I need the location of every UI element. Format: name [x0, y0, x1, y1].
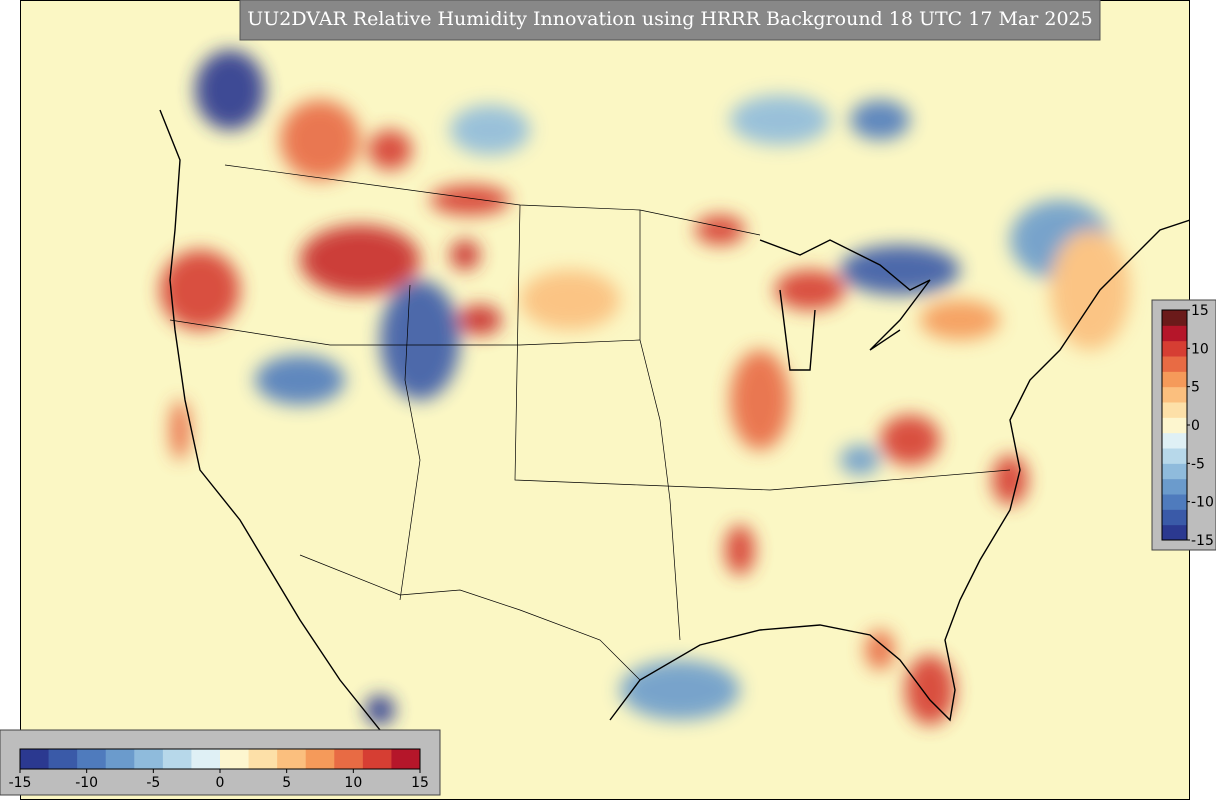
colorbar-swatch [1162, 494, 1187, 510]
colorbar-swatch [1162, 509, 1187, 526]
colorbar-swatch [1162, 478, 1187, 495]
colorbar-vertical: 15 10 5 0 -5 -10 -15 [1151, 299, 1216, 551]
colorbar-tick-label: 10 [1191, 341, 1209, 357]
colorbar-tick-label: 0 [216, 775, 225, 791]
colorbar-swatch [77, 749, 107, 769]
colorbar-swatch [105, 749, 135, 769]
colorbar-swatch [1162, 340, 1187, 357]
colorbar-swatch [248, 749, 278, 769]
colorbar-tick-label: -10 [75, 775, 98, 791]
colorbar-swatch [362, 749, 392, 769]
colorbar-tick-label: 10 [344, 775, 362, 791]
colorbar-swatch [134, 749, 164, 769]
map [20, 0, 1190, 800]
colorbar-tick-label: 5 [282, 775, 291, 791]
colorbar-swatch [1162, 524, 1187, 541]
colorbar-swatch [1162, 417, 1187, 434]
coastlines [159, 109, 1190, 761]
colorbar-swatch [1162, 448, 1187, 464]
title-box [239, 0, 1101, 41]
colorbar-swatch [1162, 325, 1187, 342]
colorbar-tick-label: 5 [1191, 380, 1200, 396]
colorbar-swatch [391, 749, 421, 769]
innovation-field [160, 50, 1130, 725]
colorbar-tick-label: -10 [1191, 495, 1214, 511]
colorbar-swatch [20, 749, 50, 769]
colorbar-swatch [1162, 371, 1187, 388]
colorbar-tick-label: 0 [1191, 418, 1200, 434]
colorbar-swatch [48, 749, 78, 769]
colorbar-tick-label: -5 [146, 775, 160, 791]
colorbar-swatch [305, 749, 335, 769]
colorbar-swatch [277, 749, 307, 769]
map-title: UU2DVAR Relative Humidity Innovation usi… [247, 8, 1092, 30]
colorbar-tick-label: 15 [1191, 303, 1209, 319]
colorbar-swatch [1162, 386, 1187, 403]
colorbar-swatch [191, 749, 221, 769]
colorbar-tick-label: -15 [9, 775, 32, 791]
colorbar-swatch [334, 749, 364, 769]
colorbar-horizontal: -15 -10 -5 0 5 10 15 [0, 729, 441, 796]
colorbar-swatch [162, 749, 192, 769]
map-background [20, 0, 1190, 800]
colorbar-tick-label: -15 [1191, 533, 1214, 549]
colorbar-tick-label: 15 [411, 775, 429, 791]
colorbar-swatch [1162, 310, 1187, 326]
colorbar-swatch [1162, 432, 1187, 449]
colorbar-swatch [1162, 402, 1187, 418]
borders [169, 164, 1011, 681]
colorbar-swatch [1162, 356, 1187, 372]
colorbar-swatch [1162, 463, 1187, 480]
colorbar-swatch [220, 749, 250, 769]
colorbar-tick-label: -5 [1191, 456, 1205, 472]
